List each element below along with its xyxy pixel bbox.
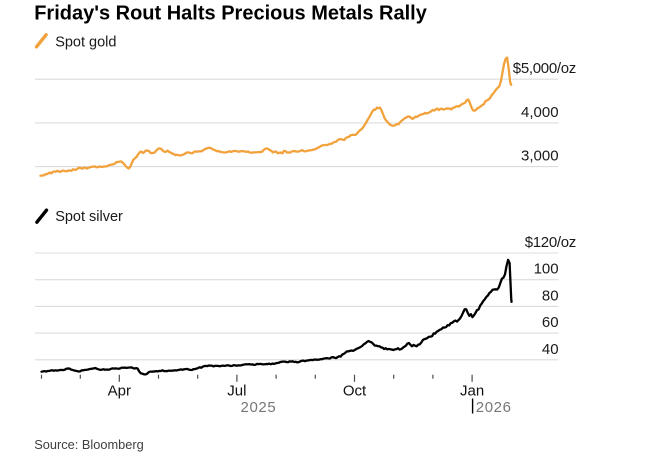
svg-text:Spot gold: Spot gold <box>55 35 116 51</box>
svg-text:60: 60 <box>542 314 559 331</box>
svg-text:Jan: Jan <box>460 383 484 400</box>
svg-text:4,000: 4,000 <box>521 104 559 121</box>
svg-text:80: 80 <box>542 287 559 304</box>
svg-text:Spot silver: Spot silver <box>55 209 123 225</box>
svg-text:3,000: 3,000 <box>521 148 559 165</box>
svg-text:2025: 2025 <box>241 399 277 416</box>
svg-text:$5,000/oz: $5,000/oz <box>513 60 576 77</box>
svg-text:Jul: Jul <box>227 383 246 400</box>
svg-text:Oct: Oct <box>343 383 367 400</box>
svg-text:2026: 2026 <box>476 399 512 416</box>
svg-text:40: 40 <box>542 341 559 358</box>
svg-text:Apr: Apr <box>108 383 131 400</box>
svg-text:100: 100 <box>534 261 559 278</box>
svg-text:Source: Bloomberg: Source: Bloomberg <box>34 437 144 452</box>
svg-text:Friday's Rout Halts Precious M: Friday's Rout Halts Precious Metals Rall… <box>34 3 428 25</box>
svg-text:$120/oz: $120/oz <box>525 234 576 251</box>
